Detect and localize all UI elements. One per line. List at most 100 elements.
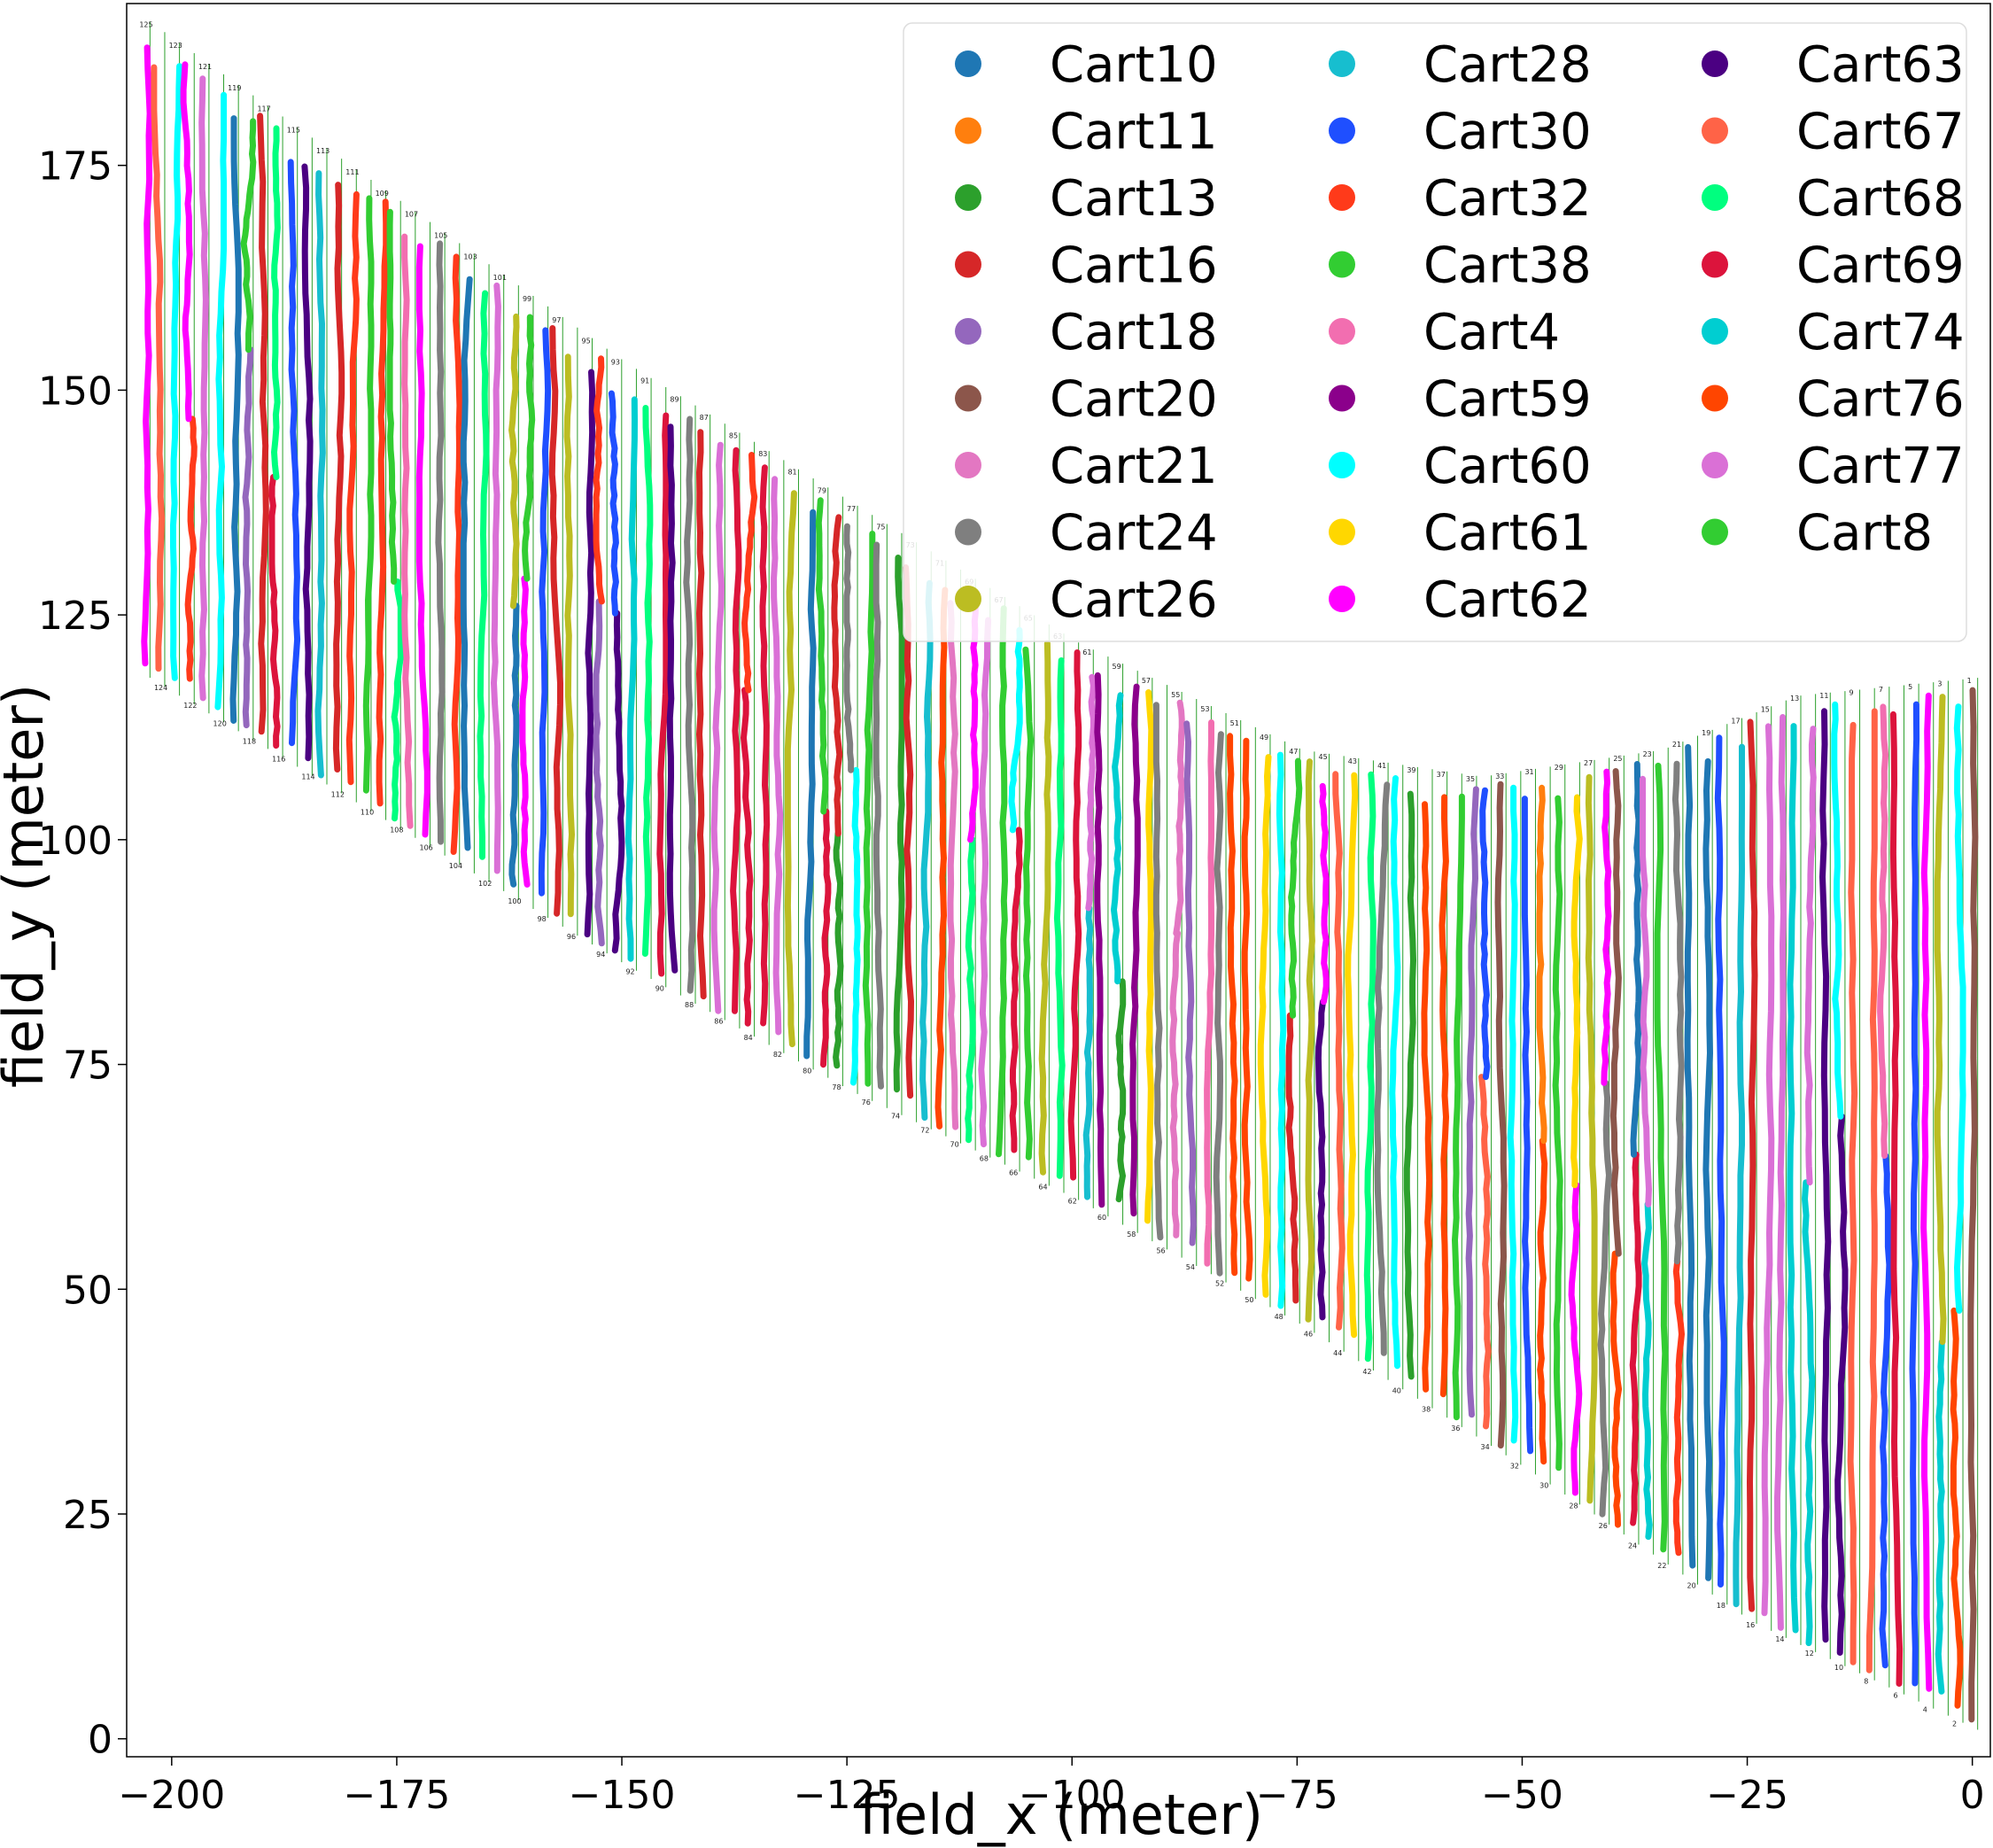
- row-number-label: 116: [272, 755, 285, 763]
- cart-track: [1169, 929, 1182, 1238]
- legend-label: Cart32: [1423, 170, 1592, 228]
- x-axis-label: field_x (meter): [859, 1782, 1263, 1847]
- cart-track: [1389, 775, 1401, 1370]
- y-tick-label: 100: [38, 819, 112, 864]
- row-number-label: 17: [1731, 718, 1740, 726]
- cart-track: [1067, 649, 1082, 1181]
- row-number-label: 38: [1422, 1406, 1431, 1414]
- cart-track: [1609, 1250, 1623, 1528]
- legend-marker: [955, 184, 981, 211]
- cart-track: [1285, 1012, 1299, 1304]
- cart-track: [522, 314, 536, 582]
- row-number-label: 27: [1584, 759, 1593, 767]
- row-number-label: 89: [670, 395, 679, 403]
- legend-label: Cart26: [1050, 571, 1218, 629]
- cart-track: [1494, 780, 1508, 1449]
- cart-track: [872, 541, 884, 1090]
- row-number-label: 90: [655, 984, 664, 992]
- cart-track: [314, 170, 326, 779]
- row-number-label: 78: [832, 1083, 841, 1091]
- row-number-label: 94: [596, 951, 605, 959]
- row-number-label: 97: [552, 316, 561, 324]
- cart-track: [1319, 782, 1330, 1006]
- cart-track: [903, 564, 914, 1099]
- cart-track: [1115, 978, 1127, 1203]
- x-tick-label: −25: [1706, 1773, 1788, 1818]
- row-number-label: 72: [920, 1127, 929, 1135]
- cart-track: [1552, 795, 1563, 1471]
- legend-label: Cart18: [1050, 304, 1218, 361]
- cart-track: [608, 390, 619, 617]
- legend-marker: [955, 251, 981, 278]
- x-tick-label: −75: [1256, 1773, 1338, 1818]
- row-number-label: 74: [891, 1113, 900, 1121]
- cart-track: [1774, 714, 1787, 1631]
- cart-track: [831, 514, 843, 837]
- row-number-label: 25: [1613, 755, 1622, 763]
- cart-track: [1537, 1138, 1548, 1465]
- cart-track: [1834, 1113, 1849, 1656]
- cart-track: [460, 276, 473, 851]
- row-number-label: 108: [390, 827, 403, 835]
- legend-marker: [1702, 117, 1728, 144]
- cart-track: [301, 163, 314, 762]
- legend-marker: [955, 452, 981, 478]
- row-number-label: 6: [1893, 1692, 1897, 1700]
- row-number-label: 104: [449, 862, 462, 870]
- cart-track: [271, 125, 281, 480]
- cart-track: [242, 346, 254, 729]
- cart-track: [1008, 626, 1023, 834]
- cart-track: [1257, 754, 1272, 1298]
- y-tick-label: 175: [38, 144, 112, 190]
- row-number-label: 44: [1333, 1349, 1342, 1357]
- row-number-label: 7: [1879, 686, 1883, 694]
- y-axis-label: field_y (meter): [0, 684, 56, 1088]
- cart-track: [656, 412, 670, 977]
- cart-track: [1803, 726, 1817, 1186]
- row-number-label: 107: [405, 211, 418, 219]
- cart-track: [491, 282, 501, 874]
- cart-track: [1935, 1339, 1945, 1695]
- cart-track: [1305, 758, 1315, 1323]
- cart-track: [849, 766, 861, 1086]
- cart-track: [1204, 719, 1214, 1267]
- legend-marker: [1329, 318, 1355, 345]
- cart-track: [1111, 692, 1124, 985]
- row-number-label: 24: [1628, 1541, 1637, 1549]
- row-number-label: 39: [1407, 766, 1415, 774]
- row-number-label: 33: [1495, 773, 1504, 780]
- row-number-label: 101: [493, 274, 507, 282]
- cart-track: [1507, 784, 1519, 1444]
- cart-track: [741, 687, 754, 1027]
- cart-track: [1920, 692, 1933, 1692]
- row-number-label: 9: [1850, 688, 1854, 696]
- row-number-label: 18: [1717, 1602, 1725, 1610]
- cart-track: [141, 44, 153, 667]
- row-number-label: 125: [139, 20, 152, 28]
- cart-track: [563, 353, 575, 918]
- row-number-label: 68: [980, 1155, 989, 1163]
- cart-track: [477, 290, 490, 860]
- cart-track: [996, 605, 1008, 1158]
- cart-track: [696, 429, 707, 1000]
- row-number-label: 91: [640, 377, 649, 385]
- row-number-label: 123: [169, 42, 182, 50]
- row-number-label: 52: [1215, 1280, 1224, 1288]
- row-number-label: 122: [183, 702, 197, 710]
- row-number-label: 37: [1437, 771, 1446, 779]
- cart-track: [229, 115, 242, 724]
- row-number-label: 11: [1819, 692, 1828, 700]
- row-number-label: 35: [1466, 775, 1475, 783]
- cart-track: [180, 61, 193, 423]
- row-number-label: 114: [301, 773, 314, 780]
- cart-track: [1597, 1079, 1612, 1518]
- cart-track: [1241, 737, 1253, 1282]
- cart-track: [1227, 733, 1238, 1277]
- cart-track: [803, 509, 817, 1060]
- cart-track: [1747, 718, 1758, 1612]
- cart-track: [1452, 793, 1465, 1421]
- legend-label: Cart10: [1050, 36, 1218, 94]
- cart-track: [893, 555, 905, 1093]
- cart-track: [1570, 794, 1583, 1189]
